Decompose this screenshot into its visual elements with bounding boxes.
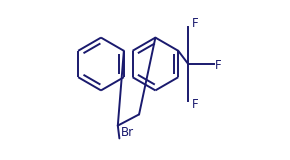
Text: F: F xyxy=(191,98,198,111)
Text: Br: Br xyxy=(121,126,134,139)
Text: F: F xyxy=(191,17,198,30)
Text: F: F xyxy=(215,59,222,72)
